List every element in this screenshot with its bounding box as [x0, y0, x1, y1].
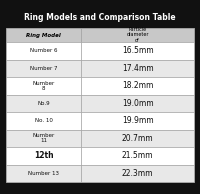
Bar: [6, 94, 81, 112]
Text: 19.9mm: 19.9mm: [122, 116, 153, 125]
Bar: [81, 77, 194, 94]
Text: Number 7: Number 7: [30, 66, 57, 71]
Bar: [81, 112, 194, 130]
Text: 18.2mm: 18.2mm: [122, 81, 153, 90]
Bar: [6, 130, 81, 147]
Text: 16.5mm: 16.5mm: [122, 46, 153, 55]
Text: 20.7mm: 20.7mm: [122, 134, 153, 143]
Text: Number
11: Number 11: [32, 133, 55, 143]
Bar: [81, 147, 194, 165]
Text: 12th: 12th: [34, 151, 53, 160]
Text: 19.0mm: 19.0mm: [122, 99, 153, 108]
Text: 17.4mm: 17.4mm: [122, 64, 153, 73]
Bar: [6, 6, 194, 28]
Bar: [6, 112, 81, 130]
Bar: [81, 165, 194, 182]
Bar: [6, 28, 194, 182]
Bar: [6, 147, 81, 165]
Text: No.9: No.9: [37, 101, 50, 106]
Text: Number
8: Number 8: [32, 81, 55, 91]
Bar: [81, 130, 194, 147]
Bar: [6, 60, 81, 77]
Bar: [6, 28, 81, 42]
Text: Particle
diameter
of: Particle diameter of: [126, 27, 149, 43]
Text: Number 6: Number 6: [30, 48, 57, 53]
Bar: [6, 42, 81, 60]
Bar: [81, 60, 194, 77]
Text: 21.5mm: 21.5mm: [122, 151, 153, 160]
Bar: [6, 165, 81, 182]
Text: 22.3mm: 22.3mm: [122, 169, 153, 178]
Text: Ring Model: Ring Model: [26, 33, 61, 37]
Text: Ring Models and Comparison Table: Ring Models and Comparison Table: [24, 12, 176, 22]
Text: Number 13: Number 13: [28, 171, 59, 176]
Bar: [81, 94, 194, 112]
Bar: [6, 77, 81, 94]
Bar: [81, 42, 194, 60]
Text: No. 10: No. 10: [35, 118, 53, 123]
Bar: [81, 28, 194, 42]
